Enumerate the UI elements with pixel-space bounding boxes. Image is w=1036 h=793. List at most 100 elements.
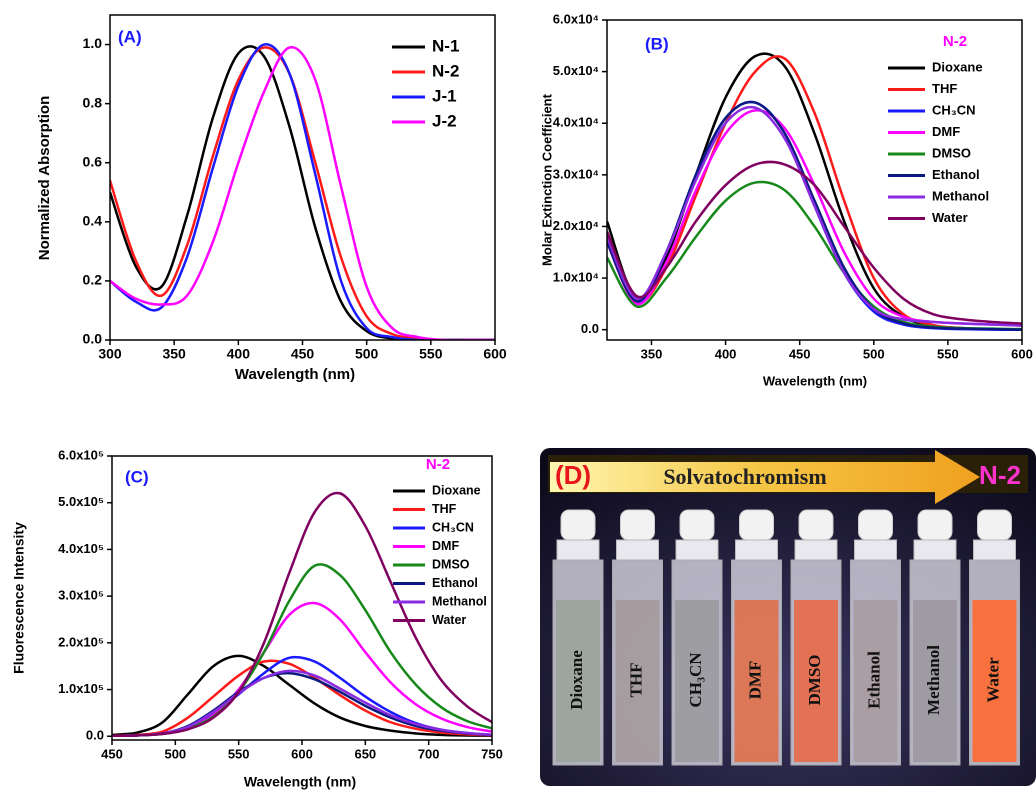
arrow	[550, 450, 980, 504]
annotation: N-2	[426, 456, 450, 473]
photo-panel: (D) Solvatochromism N-2 Dioxane THF CH₃CN D…	[540, 448, 1036, 786]
legend-label: Dioxane	[432, 483, 481, 497]
vial-label: THF	[626, 663, 645, 698]
legend-label: CH₃CN	[932, 102, 976, 117]
vial-liquid	[794, 600, 838, 762]
banner-text: Solvatochromism	[663, 464, 826, 489]
legend-label: Methanol	[932, 188, 989, 203]
legend-label: J-2	[432, 111, 457, 130]
x-tick-label: 450	[291, 346, 315, 362]
legend-label: Water	[932, 210, 968, 225]
y-tick-label: 0.0	[86, 728, 104, 743]
y-axis-title: Fluorescence Intensity	[11, 522, 27, 674]
x-tick-label: 700	[418, 746, 440, 761]
legend-label: Water	[432, 613, 466, 627]
series-line	[112, 659, 492, 738]
chart: 350 400 450 500 550 600 0.0 1.0x10⁴ 2.0x10⁴ 3.0x1…	[539, 11, 1032, 388]
x-tick-label: 750	[481, 746, 503, 761]
legend-label: THF	[432, 502, 457, 516]
x-tick-label: 500	[355, 346, 379, 362]
vial-neck	[794, 539, 838, 561]
y-tick-label: 0.2	[83, 272, 103, 288]
y-tick-label: 2.0x10⁴	[553, 218, 599, 233]
x-axis-title: Wavelength (nm)	[244, 774, 356, 790]
vials: Dioxane THF CH₃CN DMF DMSO Ethanol Methanol Wat…	[552, 509, 1020, 766]
y-tick-label: 6.0x10⁵	[58, 447, 104, 462]
y-tick-label: 1.0x10⁴	[553, 270, 599, 285]
legend-label: Ethanol	[932, 167, 980, 182]
x-tick-label: 450	[789, 346, 811, 361]
chart: 450 500 550 600 650 700 750 0.0 1.0x10⁵ 2.0x10⁵ 3.…	[11, 447, 503, 789]
vial-cap	[858, 509, 893, 541]
x-axis-title: Wavelength (nm)	[235, 366, 355, 383]
legend-label: CH₃CN	[432, 520, 474, 534]
legend-label: Ethanol	[432, 576, 478, 590]
vial-cap	[798, 509, 834, 541]
x-tick-label: 600	[291, 746, 313, 761]
y-tick-label: 0.0	[581, 321, 599, 336]
vial-cap	[739, 509, 774, 541]
x-tick-label: 350	[162, 346, 186, 362]
vial-liquid	[972, 600, 1017, 762]
vial-neck	[913, 539, 957, 561]
x-tick-label: 450	[101, 746, 123, 761]
vial-liquid	[675, 600, 719, 762]
y-tick-label: 0.0	[83, 331, 103, 347]
y-axis-title: Molar Extinction Coefficient	[539, 93, 554, 266]
series-line	[607, 105, 1022, 327]
plot-frame	[606, 19, 1023, 341]
vial-liquid	[615, 600, 660, 762]
x-tick-label: 550	[419, 346, 443, 362]
vial-neck	[616, 539, 659, 561]
vial-cap	[977, 509, 1012, 541]
y-tick-label: 5.0x10⁵	[58, 494, 104, 509]
x-tick-label: 300	[98, 346, 122, 362]
legend-label: J-1	[432, 86, 457, 105]
legend-label: N-1	[432, 36, 459, 55]
y-tick-label: 0.6	[83, 153, 103, 169]
vial-label: Water	[983, 657, 1002, 703]
y-tick-label: 1.0	[83, 35, 103, 51]
y-tick-label: 6.0x10⁴	[553, 11, 599, 26]
compound-label: N-2	[979, 460, 1021, 490]
vial-neck	[556, 539, 600, 561]
legend-label: DMSO	[432, 557, 470, 571]
vial-label: Ethanol	[864, 651, 883, 709]
panel-label: (B)	[645, 34, 669, 53]
x-tick-label: 400	[715, 346, 737, 361]
legend-label: Methanol	[432, 594, 487, 608]
series-line	[112, 654, 492, 738]
series-line	[112, 491, 492, 738]
legend-label: Dioxane	[932, 59, 983, 74]
vial-neck	[735, 539, 778, 561]
vial-cap	[620, 509, 655, 541]
vial-cap	[560, 509, 596, 541]
vial-label: DMSO	[805, 655, 824, 706]
x-tick-label: 550	[228, 746, 250, 761]
vial-label: Dioxane	[567, 650, 586, 710]
vial-liquid	[734, 600, 779, 762]
series-line	[110, 46, 495, 340]
y-tick-label: 4.0x10⁴	[553, 115, 599, 130]
vial-neck	[854, 539, 897, 561]
vial-cap	[679, 509, 715, 541]
x-axis-title: Wavelength (nm)	[763, 373, 867, 388]
x-tick-label: 500	[164, 746, 186, 761]
x-tick-label: 550	[937, 346, 959, 361]
panel-label: (C)	[125, 467, 149, 486]
vial-liquid	[853, 600, 898, 762]
series-line	[110, 45, 495, 340]
legend-label: THF	[932, 81, 957, 96]
vial-neck	[973, 539, 1016, 561]
x-tick-label: 600	[1011, 346, 1033, 361]
series-line	[112, 671, 492, 738]
vial-label: Methanol	[924, 645, 943, 715]
y-tick-label: 4.0x10⁵	[58, 541, 104, 556]
y-tick-label: 0.4	[83, 213, 103, 229]
legend-label: N-2	[432, 61, 459, 80]
vial-liquid	[556, 600, 600, 762]
vial-liquid	[913, 600, 957, 762]
y-tick-label: 1.0x10⁵	[58, 681, 104, 696]
